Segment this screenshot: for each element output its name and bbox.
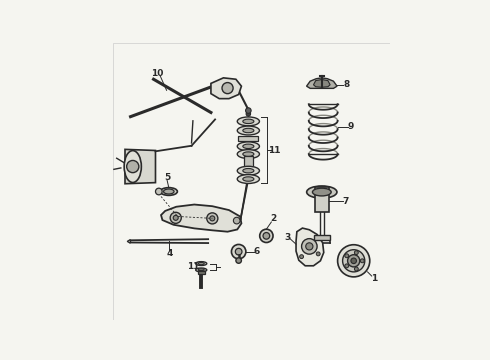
Ellipse shape	[198, 269, 204, 271]
Ellipse shape	[237, 126, 259, 135]
Circle shape	[354, 267, 358, 271]
Circle shape	[245, 108, 251, 113]
Text: 11: 11	[187, 262, 199, 271]
Ellipse shape	[164, 189, 174, 194]
Circle shape	[207, 213, 218, 224]
Text: 3: 3	[284, 233, 290, 242]
Ellipse shape	[196, 268, 207, 272]
Text: 10: 10	[151, 69, 163, 78]
Circle shape	[173, 215, 178, 220]
Ellipse shape	[243, 128, 254, 133]
Circle shape	[345, 264, 349, 268]
Bar	[198, 270, 204, 274]
Polygon shape	[127, 240, 130, 243]
Circle shape	[246, 112, 250, 116]
Text: 8: 8	[343, 80, 350, 89]
Text: 9: 9	[348, 122, 354, 131]
Polygon shape	[296, 228, 324, 266]
Polygon shape	[307, 78, 337, 89]
Circle shape	[210, 216, 215, 221]
Ellipse shape	[243, 119, 254, 123]
Circle shape	[300, 255, 303, 258]
Bar	[244, 156, 252, 170]
Circle shape	[343, 250, 365, 272]
Ellipse shape	[243, 152, 254, 156]
Ellipse shape	[160, 188, 177, 195]
Ellipse shape	[237, 117, 259, 126]
Circle shape	[263, 233, 270, 239]
Text: 11: 11	[268, 146, 281, 155]
Polygon shape	[211, 78, 242, 99]
Polygon shape	[161, 204, 242, 232]
Text: 2: 2	[270, 214, 276, 223]
Ellipse shape	[243, 144, 254, 149]
Circle shape	[316, 252, 320, 256]
Ellipse shape	[243, 168, 254, 173]
Circle shape	[126, 161, 139, 173]
Circle shape	[231, 244, 246, 259]
Ellipse shape	[237, 166, 259, 175]
Text: 1: 1	[371, 274, 377, 283]
Text: 6: 6	[253, 247, 260, 256]
Ellipse shape	[196, 262, 207, 266]
Ellipse shape	[313, 188, 331, 196]
Circle shape	[351, 258, 356, 264]
Polygon shape	[314, 80, 330, 87]
Text: 5: 5	[164, 172, 170, 181]
Text: 7: 7	[343, 197, 349, 206]
Ellipse shape	[237, 150, 259, 158]
Ellipse shape	[237, 142, 259, 151]
Text: 4: 4	[166, 248, 172, 257]
Circle shape	[236, 258, 242, 263]
Circle shape	[306, 243, 313, 250]
Ellipse shape	[307, 186, 337, 198]
Ellipse shape	[243, 177, 254, 181]
Circle shape	[338, 245, 370, 277]
Bar	[314, 235, 330, 240]
Circle shape	[155, 188, 162, 195]
Polygon shape	[125, 149, 155, 184]
Bar	[238, 136, 258, 141]
Ellipse shape	[198, 262, 204, 265]
Bar	[315, 187, 329, 212]
Circle shape	[301, 239, 317, 254]
Ellipse shape	[237, 175, 259, 184]
Circle shape	[260, 229, 273, 243]
Circle shape	[354, 251, 358, 255]
Ellipse shape	[124, 150, 141, 183]
Circle shape	[347, 255, 360, 267]
Circle shape	[345, 254, 349, 258]
Circle shape	[170, 212, 181, 223]
Circle shape	[233, 217, 240, 224]
Circle shape	[235, 248, 242, 255]
Circle shape	[222, 82, 233, 94]
Circle shape	[360, 259, 364, 263]
